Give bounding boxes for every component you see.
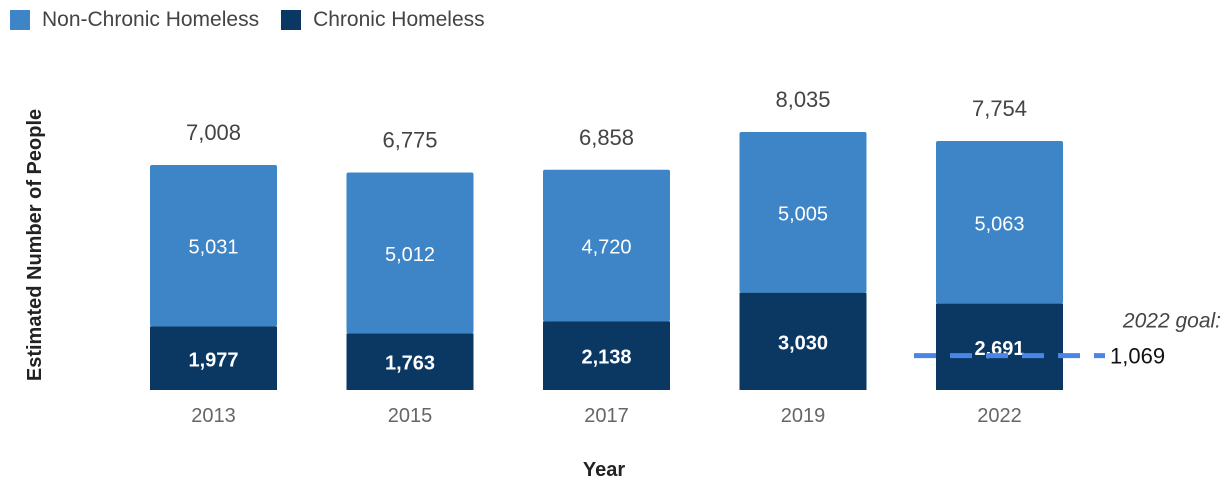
legend: Non-Chronic Homeless Chronic Homeless (10, 8, 507, 32)
data-label-total-2015: 6,775 (382, 127, 437, 152)
data-label-chronic-2017: 2,138 (581, 347, 631, 369)
x-tick-label-2017: 2017 (584, 405, 629, 427)
data-label-non-chronic-2017: 4,720 (581, 237, 631, 259)
data-label-total-2017: 6,858 (579, 125, 634, 150)
x-tick-label-2013: 2013 (191, 405, 236, 427)
legend-label-non-chronic: Non-Chronic Homeless (42, 8, 260, 31)
legend-item-chronic: Chronic Homeless (281, 8, 485, 32)
y-axis-label: Estimated Number of People (24, 109, 46, 381)
legend-swatch-chronic (281, 10, 302, 30)
data-label-total-2019: 8,035 (775, 87, 830, 112)
legend-swatch-non-chronic (10, 10, 30, 30)
data-label-non-chronic-2015: 5,012 (385, 244, 435, 266)
bar-chronic-2017 (543, 321, 670, 390)
goal-label: 2022 goal: (1122, 310, 1221, 333)
bar-chronic-2019 (739, 292, 867, 390)
goal-value: 1,069 (1110, 344, 1165, 369)
goal-annotation: 2022 goal: 1,069 (914, 310, 1221, 369)
data-label-chronic-2015: 1,763 (385, 353, 435, 375)
bar-chronic-2022 (936, 303, 1063, 390)
bar-non-chronic-2022 (936, 141, 1063, 304)
data-label-non-chronic-2013: 5,031 (188, 237, 238, 259)
bar-non-chronic-2019 (739, 132, 867, 293)
bar-chronic-2015 (346, 333, 474, 390)
data-label-non-chronic-2019: 5,005 (778, 203, 828, 225)
legend-label-chronic: Chronic Homeless (313, 8, 485, 31)
bar-chronic-2013 (150, 326, 277, 390)
data-label-total-2022: 7,754 (972, 96, 1027, 121)
data-label-chronic-2019: 3,030 (778, 332, 828, 354)
bar-non-chronic-2017 (543, 169, 670, 322)
x-tick-label-2019: 2019 (781, 405, 826, 427)
data-label-chronic-2013: 1,977 (188, 349, 238, 371)
bars-group: 1,977 5,031 7,008 2013 1,763 5,012 6,775 2015 2,… (150, 87, 1063, 427)
x-axis-label: Year (583, 459, 625, 481)
data-label-total-2013: 7,008 (186, 120, 241, 145)
legend-item-non-chronic: Non-Chronic Homeless (10, 8, 259, 32)
bar-non-chronic-2015 (346, 172, 474, 334)
x-tick-label-2015: 2015 (388, 405, 433, 427)
bar-non-chronic-2013 (150, 164, 277, 327)
x-tick-label-2022: 2022 (977, 405, 1022, 427)
data-label-non-chronic-2022: 5,063 (974, 213, 1024, 235)
